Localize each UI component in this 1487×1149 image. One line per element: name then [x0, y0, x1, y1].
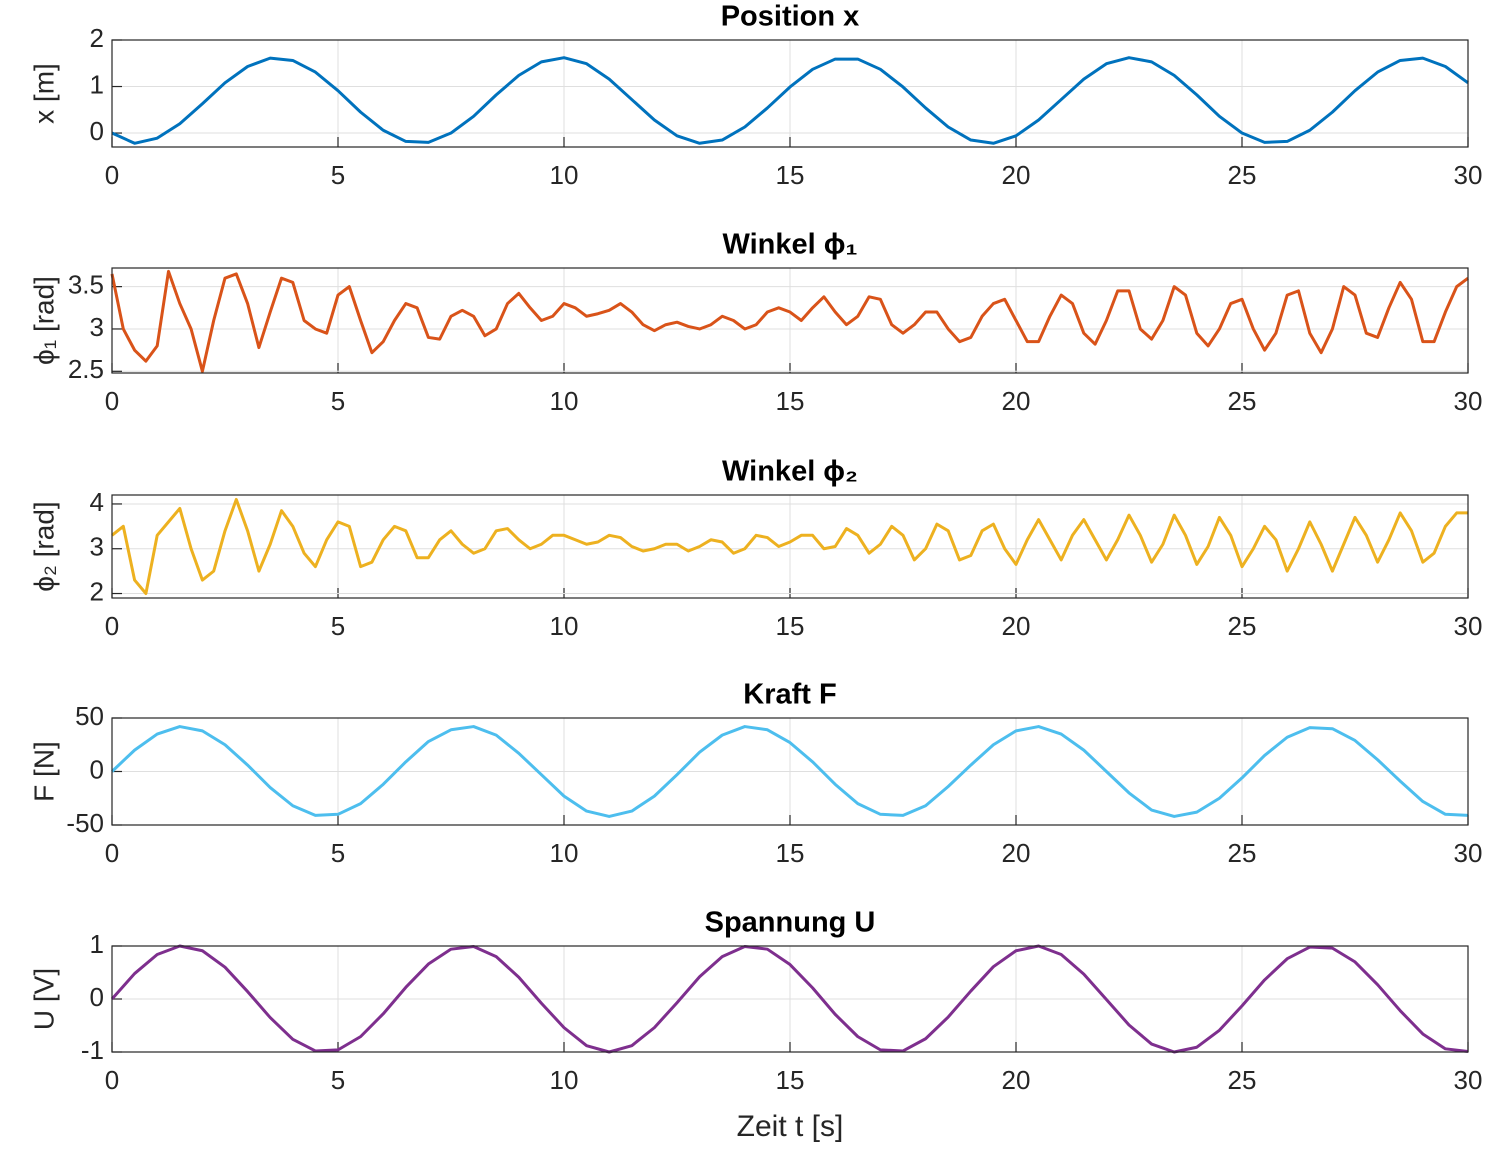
x-tick-label: 25: [1228, 1065, 1257, 1095]
y-tick-label: 3: [90, 312, 104, 342]
y-tick-label: 0: [90, 982, 104, 1012]
data-line: [111, 56, 1469, 145]
x-tick-label: 20: [1002, 611, 1031, 641]
y-tick-label: 2.5: [68, 354, 104, 384]
x-tick-label: 0: [105, 611, 119, 641]
axes-box: [111, 267, 1469, 374]
y-axis-label: F [N]: [28, 741, 59, 802]
data-line: [110, 725, 1469, 818]
y-tick-label: 3: [90, 532, 104, 562]
y-axis-label: ϕ₂ [rad]: [28, 501, 59, 591]
chart-title: Winkel ϕ₂: [722, 456, 858, 488]
x-tick-label: 15: [776, 1065, 805, 1095]
x-tick-label: 30: [1454, 386, 1483, 416]
x-axis-label: Zeit t [s]: [737, 1110, 844, 1143]
y-tick-label: 1: [90, 69, 104, 99]
x-tick-label: 20: [1002, 1065, 1031, 1095]
x-tick-label: 0: [105, 838, 119, 868]
data-line: [111, 497, 1468, 596]
x-tick-label: 0: [105, 160, 119, 190]
chart-title: Position x: [721, 1, 860, 33]
x-tick-label: 30: [1454, 611, 1483, 641]
x-tick-label: 20: [1002, 838, 1031, 868]
y-tick-label: 0: [90, 754, 104, 784]
x-tick-label: 30: [1454, 1065, 1483, 1095]
y-tick-label: -50: [66, 808, 104, 838]
y-tick-label: 3.5: [68, 270, 104, 300]
x-tick-label: 25: [1228, 838, 1257, 868]
y-tick-label: 2: [90, 23, 104, 53]
x-tick-label: 0: [105, 386, 119, 416]
y-axis-label: ϕ₁ [rad]: [28, 276, 59, 365]
y-axis-label: x [m]: [28, 63, 59, 124]
x-tick-label: 5: [331, 160, 345, 190]
x-tick-label: 10: [550, 386, 579, 416]
x-tick-label: 10: [550, 611, 579, 641]
x-tick-label: 15: [776, 386, 805, 416]
chart-title: Winkel ϕ₁: [723, 229, 858, 261]
x-tick-label: 0: [105, 1065, 119, 1095]
x-tick-label: 5: [331, 611, 345, 641]
x-tick-label: 15: [776, 160, 805, 190]
x-tick-label: 30: [1454, 160, 1483, 190]
x-tick-label: 5: [331, 386, 345, 416]
y-tick-label: 0: [90, 116, 104, 146]
x-tick-label: 10: [550, 160, 579, 190]
y-tick-label: 1: [90, 929, 104, 959]
x-tick-label: 15: [776, 611, 805, 641]
x-tick-label: 5: [331, 838, 345, 868]
x-tick-label: 20: [1002, 386, 1031, 416]
y-tick-label: -1: [81, 1035, 104, 1065]
x-tick-label: 25: [1228, 160, 1257, 190]
y-tick-label: 50: [75, 701, 104, 731]
y-tick-label: 2: [90, 576, 104, 606]
axes-box: [111, 717, 1469, 826]
x-tick-label: 25: [1228, 611, 1257, 641]
data-line: [110, 944, 1469, 1054]
y-tick-label: 4: [90, 487, 104, 517]
data-line: [110, 269, 1469, 373]
x-tick-label: 5: [331, 1065, 345, 1095]
x-tick-label: 10: [550, 1065, 579, 1095]
axes-box: [111, 945, 1469, 1053]
x-tick-label: 20: [1002, 160, 1031, 190]
chart-title: Spannung U: [705, 907, 876, 939]
chart-title: Kraft F: [743, 679, 836, 711]
x-tick-label: 15: [776, 838, 805, 868]
axes-box: [111, 494, 1469, 599]
x-tick-label: 30: [1454, 838, 1483, 868]
x-tick-label: 25: [1228, 386, 1257, 416]
axes-box: [111, 39, 1469, 148]
y-axis-label: U [V]: [28, 968, 59, 1030]
x-tick-label: 10: [550, 838, 579, 868]
